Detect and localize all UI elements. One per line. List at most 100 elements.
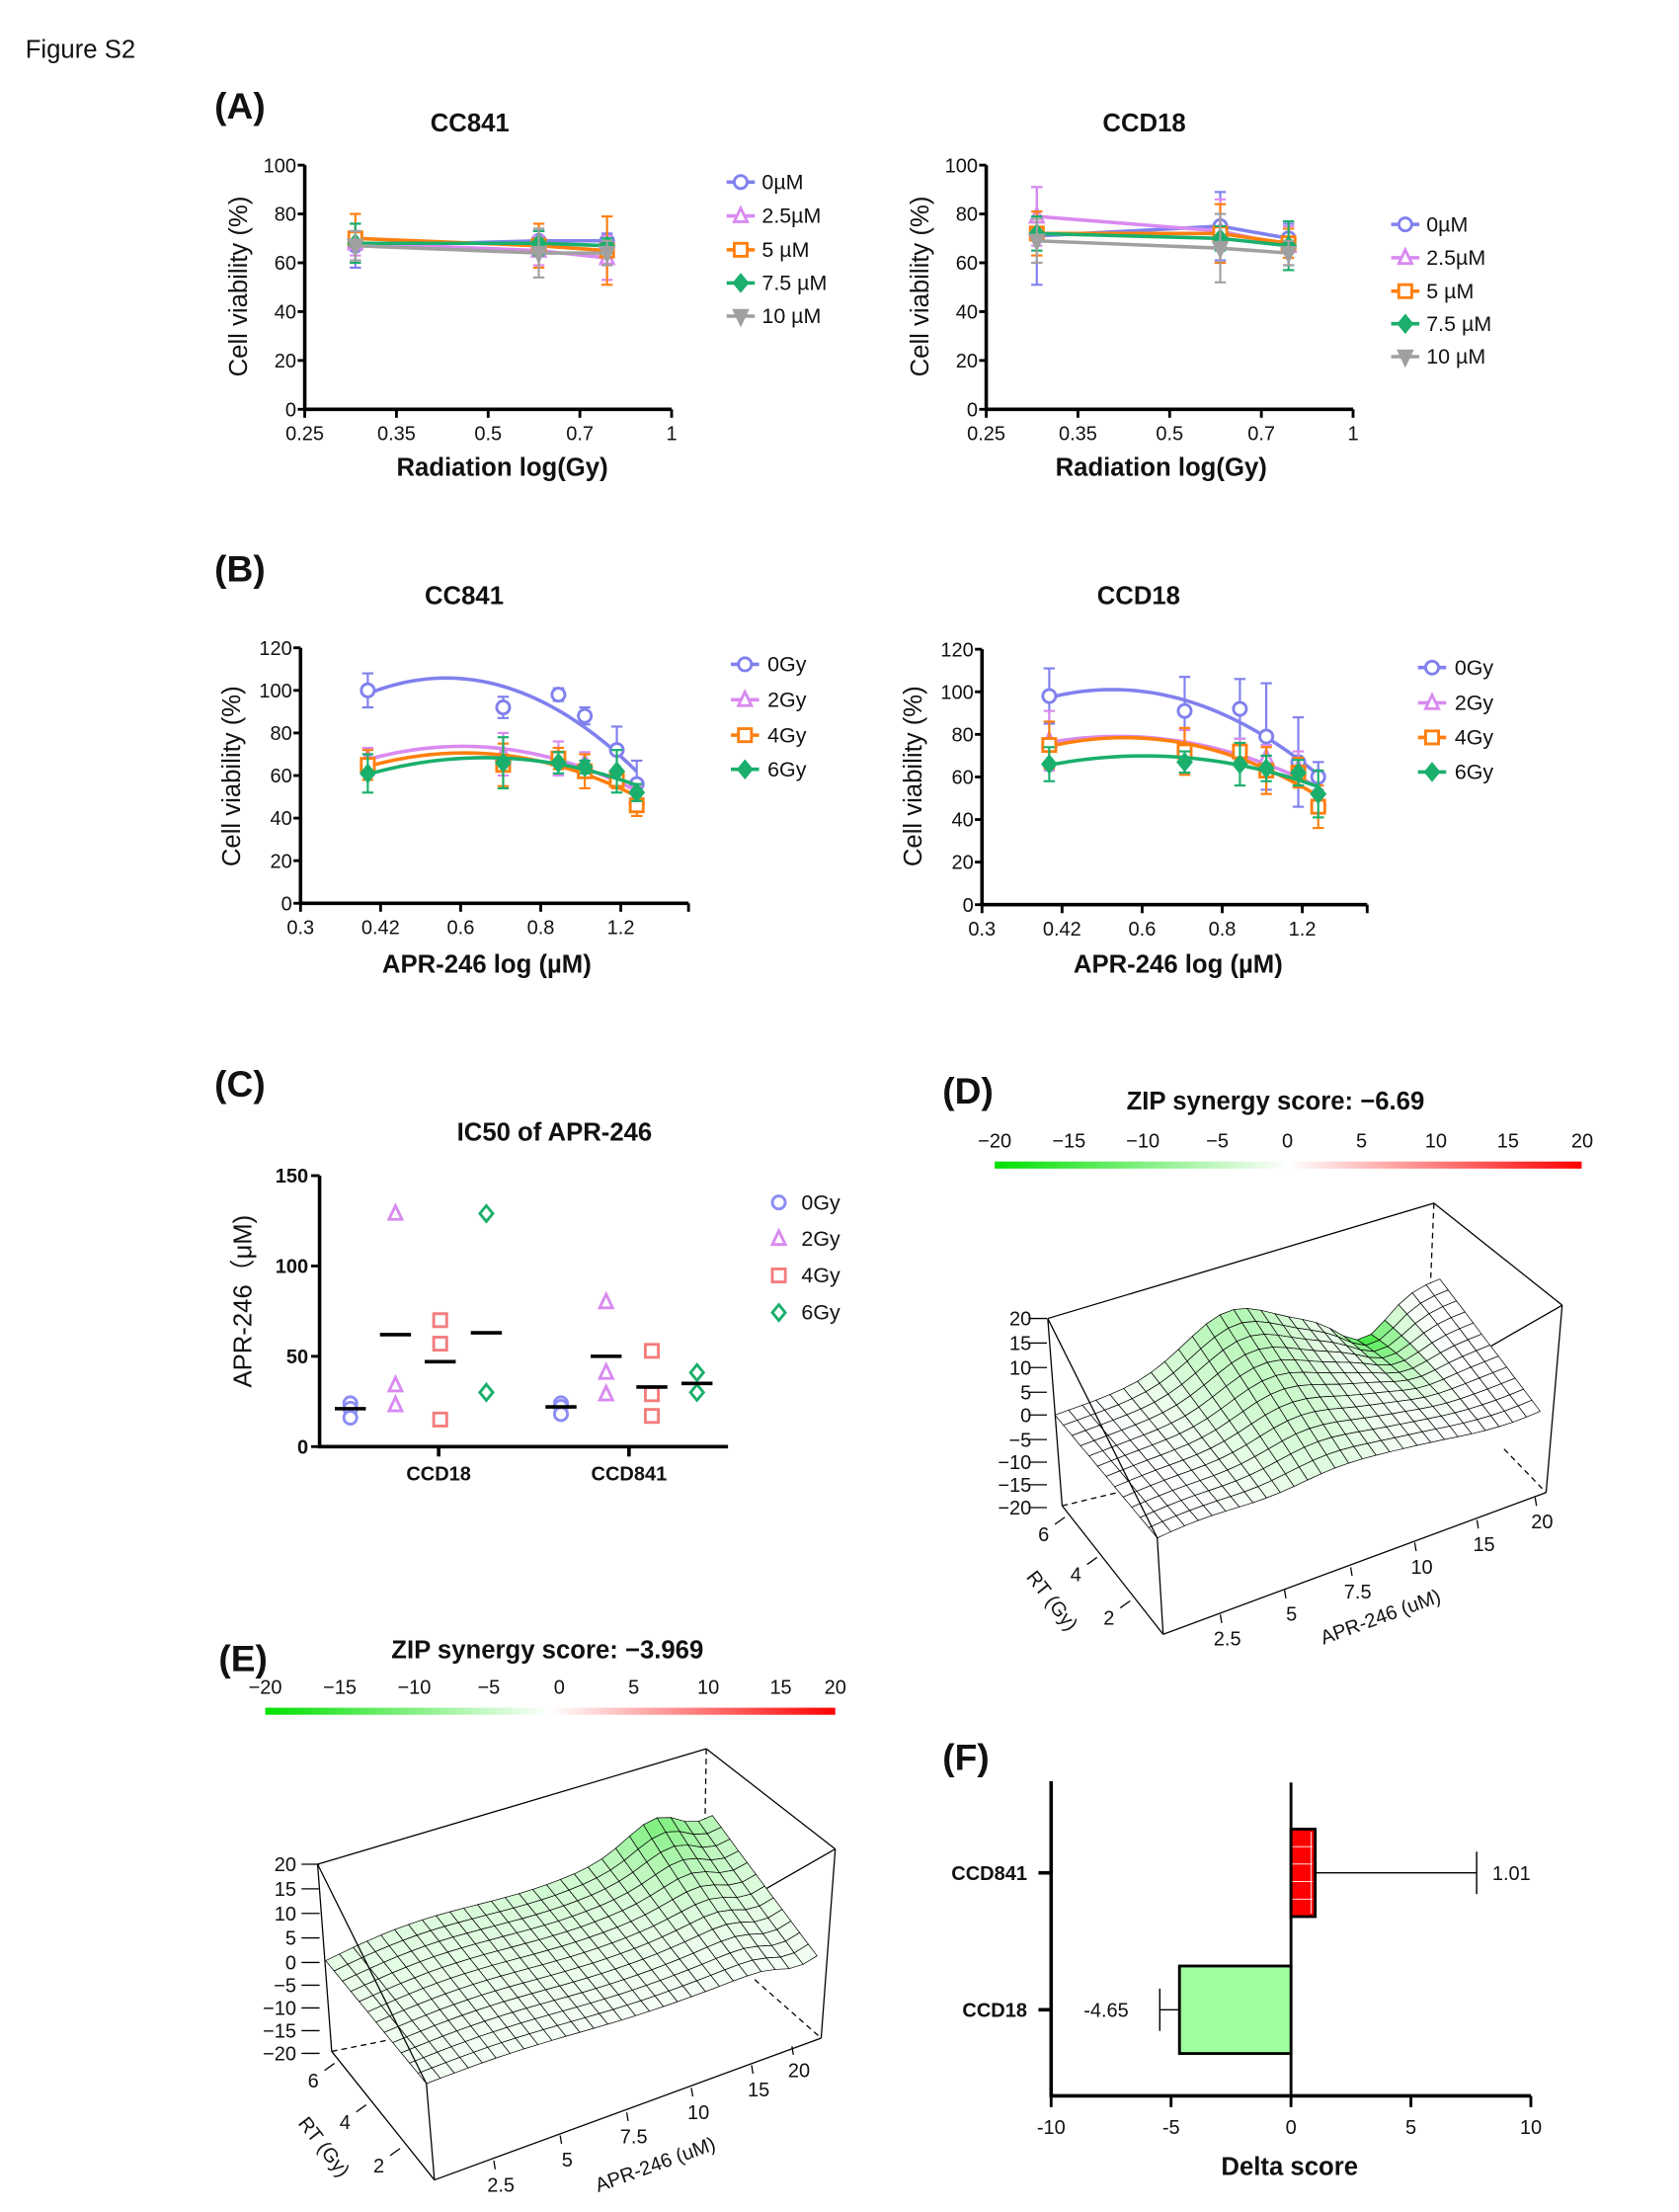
x-tick-label: -10	[1037, 2117, 1066, 2139]
apr-tick-label: 5	[1286, 1604, 1297, 1626]
y-tick-label: 80	[275, 205, 296, 226]
rt-tick-label: 2	[373, 2156, 384, 2177]
x-tick-label: CCD841	[592, 1464, 668, 1486]
z-tick-label: −15	[998, 1475, 1031, 1497]
data-point	[1231, 754, 1248, 775]
rt-tick	[389, 2148, 401, 2157]
data-point	[628, 781, 646, 803]
data-point	[1257, 758, 1275, 779]
chart-title: ZIP synergy score: −3.969	[391, 1637, 703, 1665]
line-chart-1: CCD18 0 20 40 60 80 100 0.25 0.35 0.5 0.7 1 Radiatio…	[907, 110, 1491, 482]
colorbar-tick-label: 20	[825, 1677, 846, 1698]
legend-marker	[1423, 692, 1441, 710]
legend-marker	[733, 174, 750, 191]
x-tick-label: 0.42	[1043, 919, 1081, 941]
figure-label: Figure S2	[26, 37, 135, 64]
z-tick-label: 10	[1009, 1357, 1031, 1379]
z-tick-label: −10	[998, 1452, 1031, 1474]
y-tick-label: 120	[940, 639, 973, 661]
colorbar-tick-label: −10	[1126, 1130, 1159, 1152]
rt-tick-label: 6	[1038, 1524, 1049, 1546]
apr-tick-label: 7.5	[1344, 1582, 1372, 1603]
legend-marker	[732, 308, 750, 328]
legend-label: 6Gy	[1455, 761, 1494, 784]
data-point	[346, 238, 364, 258]
data-point	[1041, 688, 1058, 704]
y-tick-label: 80	[270, 723, 291, 745]
apr-tick	[1413, 1542, 1417, 1552]
data-point	[386, 1393, 405, 1413]
x-tick-label: 0.8	[1209, 919, 1237, 941]
colorbar-tick-label: −20	[978, 1130, 1011, 1152]
apr-tick-label: 20	[1531, 1512, 1553, 1533]
x-axis-label: Radiation log(Gy)	[396, 453, 607, 481]
legend-marker	[1423, 762, 1441, 782]
chart-title: IC50 of APR-246	[457, 1118, 653, 1146]
data-point	[688, 1382, 706, 1403]
legend-label: 10 µM	[1426, 345, 1485, 369]
apr-tick	[1476, 1519, 1479, 1529]
surface-mesh	[325, 1815, 818, 2085]
data-point	[495, 699, 512, 716]
y-tick-label: 0	[967, 399, 978, 421]
data-point	[597, 1360, 615, 1380]
y-tick-label: 60	[270, 766, 291, 787]
x-tick-label: 0.7	[1247, 424, 1275, 446]
box-edge	[331, 2051, 436, 2180]
y-axis-label: Cell viability (%)	[900, 686, 927, 866]
surface-cell	[1517, 1399, 1541, 1418]
legend-marker	[732, 273, 750, 293]
data-point	[1040, 754, 1058, 775]
legend-label: 2Gy	[767, 688, 807, 711]
chart-title: CCD18	[1102, 110, 1185, 137]
colorbar-tick-label: 15	[1497, 1130, 1519, 1152]
legend-marker	[1424, 659, 1441, 676]
fit-curve	[366, 676, 638, 774]
y-tick-label: 20	[270, 851, 291, 872]
x-tick-label: 1	[1347, 424, 1358, 446]
data-point	[1290, 762, 1307, 783]
legend-marker	[770, 1267, 787, 1283]
apr-tick-label: 10	[1410, 1557, 1432, 1579]
legend-label: 2.5µM	[1426, 246, 1485, 270]
rt-tick-label: 4	[1071, 1565, 1081, 1587]
legend-marker	[736, 688, 755, 707]
legend-label: 6Gy	[767, 758, 807, 781]
legend-label: 7.5 µM	[761, 272, 827, 295]
apr-tick	[625, 2112, 629, 2121]
legend-label: 7.5 µM	[1426, 312, 1491, 336]
x-tick-label: 0.35	[1059, 424, 1097, 446]
line-chart-2: CC841 0 20 40 60 80 100 120 0.3 0.42 0.6 0.8 1.2 APR-…	[218, 582, 807, 978]
y-tick-label: 20	[275, 351, 296, 372]
x-tick-label: 0.42	[361, 918, 400, 940]
legend-label: 0µM	[761, 170, 803, 194]
box-edge	[1162, 1492, 1547, 1635]
z-tick-label: 15	[1009, 1334, 1031, 1355]
data-point	[359, 763, 376, 784]
data-point	[432, 1411, 448, 1428]
apr-axis-label: APR-246 (uM)	[1318, 1586, 1444, 1649]
legend-label: 0Gy	[801, 1190, 840, 1214]
apr-tick	[1219, 1614, 1223, 1623]
rt-tick	[1086, 1556, 1098, 1566]
data-point	[1176, 752, 1193, 773]
y-tick-label: 60	[956, 253, 978, 275]
y-tick-label: 60	[275, 253, 296, 275]
colorbar-tick-label: 0	[554, 1677, 565, 1698]
x-tick-label: -5	[1162, 2117, 1180, 2139]
data-point	[550, 687, 567, 703]
rt-tick	[356, 2104, 367, 2113]
data-point	[1211, 240, 1230, 260]
legend-label: 0Gy	[1455, 656, 1494, 680]
box-edge	[820, 1848, 837, 2039]
legend-label: 2Gy	[801, 1227, 840, 1251]
apr-tick-label: 2.5	[487, 2175, 515, 2197]
data-point	[529, 245, 548, 265]
y-tick-label: 40	[951, 810, 973, 832]
series-4	[346, 227, 616, 279]
value-label: -4.65	[1083, 2000, 1129, 2021]
data-point	[577, 707, 594, 724]
legend-marker	[736, 759, 754, 779]
colorbar-tick-label: −5	[1206, 1130, 1229, 1152]
